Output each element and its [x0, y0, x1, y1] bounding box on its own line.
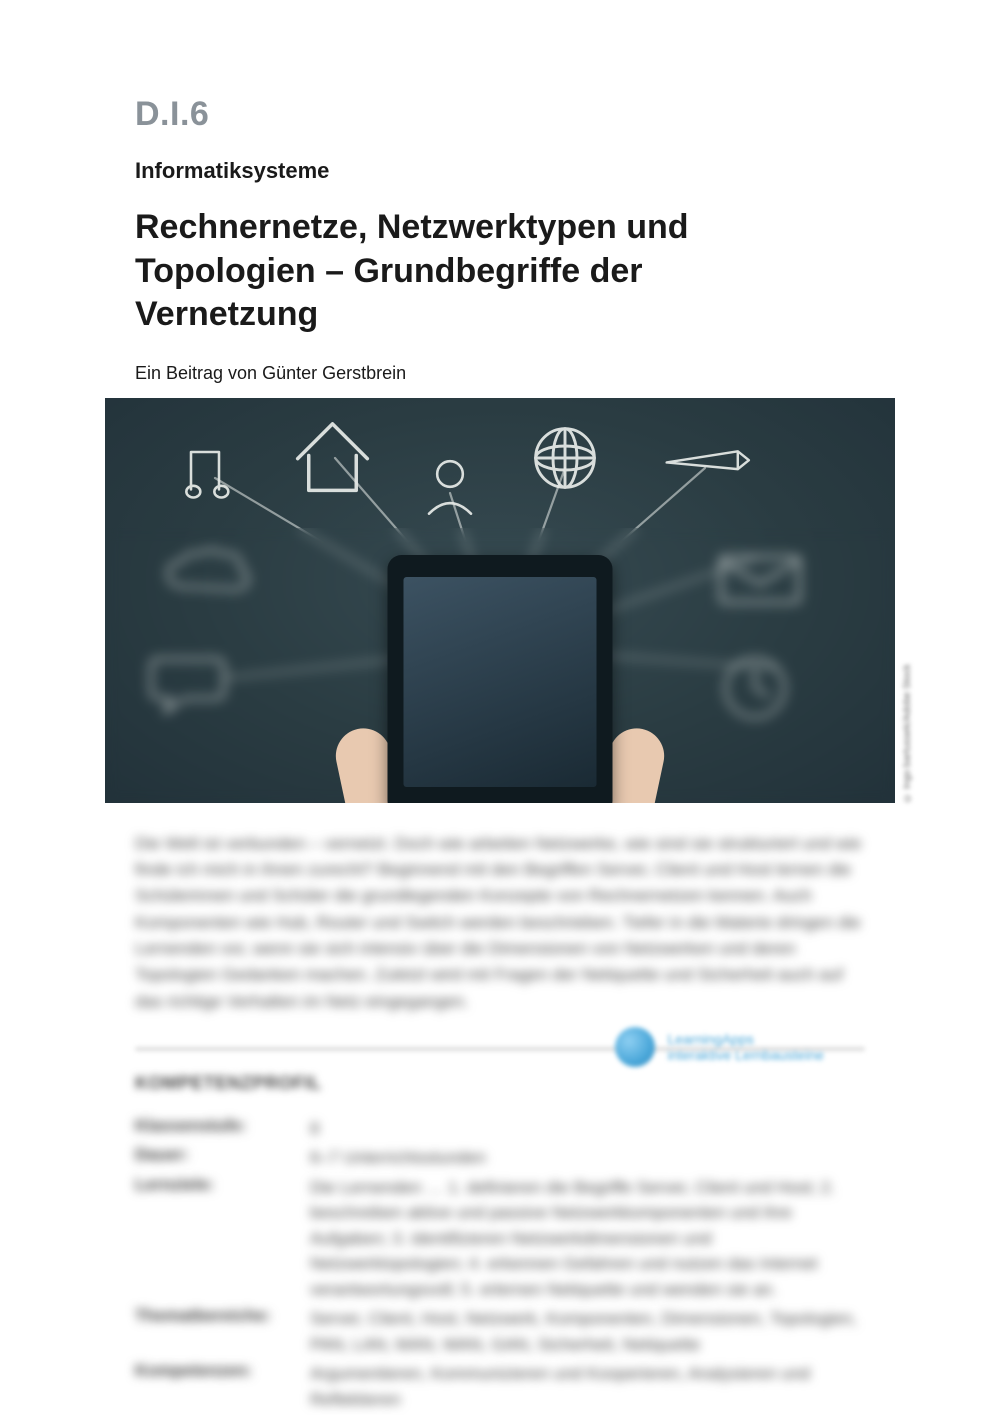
image-credit: © Ingo bartussek/Adobe Stock	[902, 663, 913, 803]
competency-profile: KOMPETENZPROFIL LearningApps interaktive…	[135, 1073, 865, 1413]
document-page: D.I.6 Informatiksysteme Rechnernetze, Ne…	[0, 0, 1000, 1412]
profile-key: Dauer:	[135, 1145, 310, 1171]
hero-figure: © Ingo bartussek/Adobe Stock	[105, 398, 895, 803]
mail-icon	[715, 548, 805, 608]
profile-value: 6–7 Unterrichtsstunden	[310, 1145, 865, 1171]
tablet-device	[388, 555, 613, 803]
learningapps-badge: LearningApps interaktive Lernbausteine	[615, 1027, 865, 1067]
profile-key: Klassenstufe:	[135, 1116, 310, 1142]
category-label: Informatiksysteme	[135, 158, 865, 184]
intro-paragraph: Die Welt ist verbunden – vernetzt. Doch …	[135, 831, 865, 1015]
profile-row: Lernziele:Die Lernenden … 1. definieren …	[135, 1175, 865, 1303]
profile-value: 8	[310, 1116, 865, 1142]
profile-key: Thematbereiche:	[135, 1306, 310, 1357]
profile-row: Thematbereiche:Server, Client, Host, Net…	[135, 1306, 865, 1357]
profile-value: Argumentieren, Kommunizieren und Kooperi…	[310, 1361, 865, 1412]
badge-text: LearningApps interaktive Lernbausteine	[667, 1031, 823, 1063]
profile-rows: Klassenstufe:8Dauer:6–7 Unterrichtsstund…	[135, 1116, 865, 1413]
chalkboard-image	[105, 398, 895, 803]
speech-icon	[145, 648, 230, 718]
profile-value: Die Lernenden … 1. definieren die Begrif…	[310, 1175, 865, 1303]
profile-value: Server, Client, Host, Netzwerk, Komponen…	[310, 1306, 865, 1357]
profile-row: Klassenstufe:8	[135, 1116, 865, 1142]
profile-row: Kompetenzen:Argumentieren, Kommunizieren…	[135, 1361, 865, 1412]
profile-heading: KOMPETENZPROFIL	[135, 1073, 865, 1094]
profile-key: Kompetenzen:	[135, 1361, 310, 1412]
profile-row: Dauer:6–7 Unterrichtsstunden	[135, 1145, 865, 1171]
profile-key: Lernziele:	[135, 1175, 310, 1303]
badge-circle-icon	[615, 1027, 655, 1067]
author-byline: Ein Beitrag von Günter Gerstbrein	[135, 363, 865, 384]
cloud-icon	[160, 543, 255, 603]
unit-code: D.I.6	[135, 95, 865, 134]
clock-icon	[715, 648, 795, 728]
page-title: Rechnernetze, Netzwerktypen und Topologi…	[135, 206, 815, 337]
